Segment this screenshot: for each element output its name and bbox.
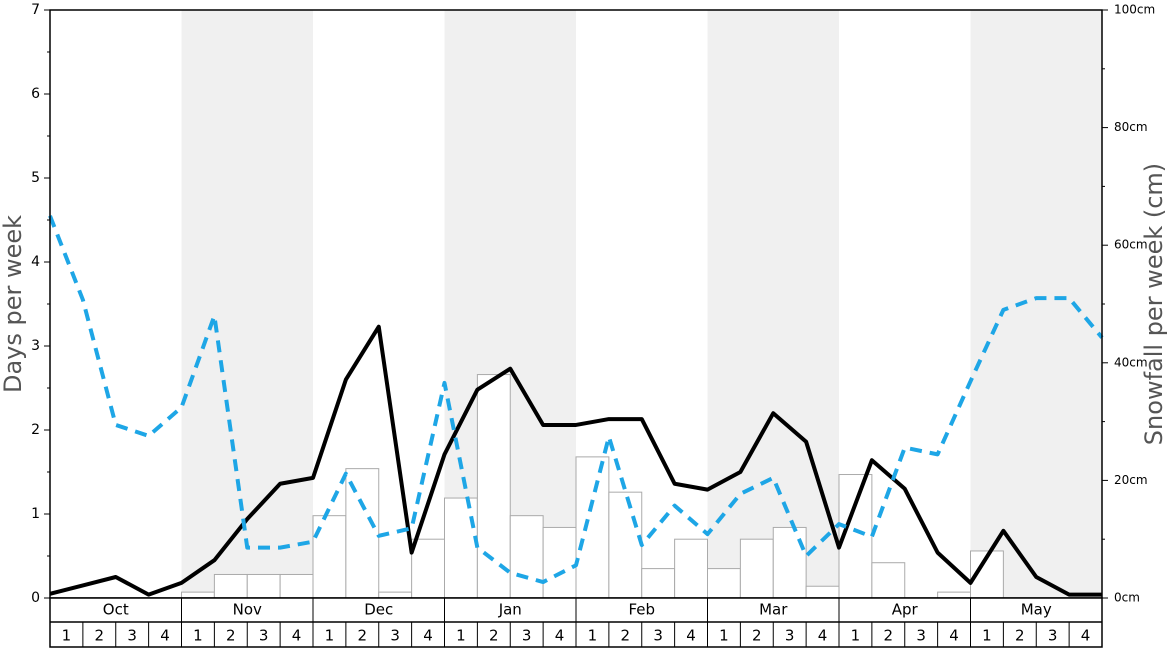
y-tick-label: 7 [31,2,40,18]
week-label: 2 [489,627,499,645]
month-label: Apr [892,601,919,619]
y-tick-label: 2 [31,422,40,438]
bar [871,562,906,599]
week-label: 1 [851,627,861,645]
bar [181,591,215,599]
week-label: 2 [752,627,762,645]
y2-tick-label: 60cm [1114,238,1148,252]
week-label: 4 [423,627,433,645]
bar [608,491,643,599]
week-label: 3 [916,627,926,645]
week-label: 2 [884,627,894,645]
week-label: 1 [193,627,203,645]
bar [411,538,445,599]
month-label: Dec [364,601,393,619]
week-label: 3 [1048,627,1058,645]
week-label: 3 [259,627,269,645]
week-label: 1 [719,627,729,645]
y2-tick-label: 100cm [1114,3,1155,17]
bar [674,538,708,599]
y-tick-label: 5 [31,170,40,186]
month-label: Nov [233,601,262,619]
bar [641,568,676,599]
week-label: 4 [292,627,302,645]
month-band [970,10,1102,598]
week-label: 2 [1015,627,1025,645]
week-label: 3 [390,627,400,645]
month-band [181,10,313,598]
bar [805,585,840,599]
bar [476,374,511,599]
month-label: Oct [103,601,129,619]
week-label: 4 [555,627,565,645]
bar [542,526,577,599]
bar [213,573,248,599]
month-band [707,10,839,598]
month-label: May [1021,601,1052,619]
y-tick-label: 1 [31,506,40,522]
week-label: 2 [621,627,631,645]
y-tick-label: 0 [31,590,40,606]
bar [444,497,478,599]
week-label: 3 [653,627,663,645]
week-label: 4 [686,627,696,645]
week-label: 1 [325,627,335,645]
week-label: 2 [226,627,236,645]
week-label: 4 [818,627,828,645]
bar [246,573,281,599]
bar [739,538,774,599]
y2-tick-label: 80cm [1114,120,1148,134]
bar [707,568,741,599]
week-label: 1 [982,627,992,645]
week-label: 3 [785,627,795,645]
month-label: Jan [498,601,522,619]
y2-tick-label: 40cm [1114,355,1148,369]
bar [937,591,971,599]
week-label: 4 [1081,627,1091,645]
y2-axis-title: Snowfall per week (cm) [1140,163,1168,445]
week-label: 1 [62,627,72,645]
week-label: 2 [358,627,368,645]
y2-tick-label: 20cm [1114,473,1148,487]
y-tick-label: 6 [31,86,40,102]
week-label: 1 [588,627,598,645]
month-label: Mar [759,601,788,619]
week-label: 3 [522,627,532,645]
y2-tick-label: 0cm [1114,591,1140,605]
bar [509,515,544,599]
line [48,215,1104,585]
week-label: 4 [160,627,170,645]
bar [378,591,413,599]
bar [279,573,314,599]
y-tick-label: 4 [31,254,40,270]
week-label: 2 [95,627,105,645]
y-axis-title: Days per week [0,215,27,393]
y-tick-label: 3 [31,338,40,354]
line [49,324,1102,597]
bar [772,526,807,599]
week-label: 4 [949,627,959,645]
bar [575,456,610,599]
week-label: 3 [127,627,137,645]
week-label: 1 [456,627,466,645]
bar [345,468,380,599]
month-label: Feb [628,601,655,619]
